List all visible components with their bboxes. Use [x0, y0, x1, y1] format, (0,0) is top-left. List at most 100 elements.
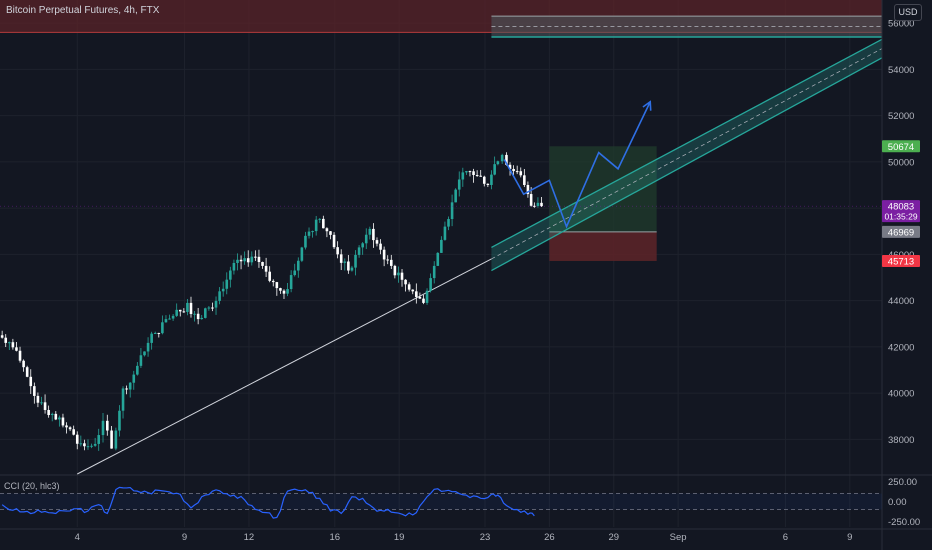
- price-tick-label: 54000: [888, 65, 914, 76]
- chart-title: Bitcoin Perpetual Futures, 4h, FTX: [6, 5, 160, 16]
- candle: [15, 347, 18, 351]
- candle: [93, 443, 97, 446]
- candle: [143, 351, 146, 356]
- candle: [500, 154, 504, 162]
- price-tick-label: 40000: [888, 389, 914, 400]
- price-tick-label: 50000: [888, 157, 914, 168]
- candle: [90, 445, 93, 447]
- candle: [397, 272, 400, 276]
- candle: [364, 234, 368, 244]
- candle: [296, 260, 300, 271]
- candle: [110, 430, 113, 449]
- time-tick-label: 9: [182, 532, 187, 543]
- candle: [196, 313, 200, 320]
- candle: [79, 443, 83, 445]
- time-tick-label: 6: [783, 532, 788, 543]
- candle: [436, 252, 440, 266]
- candle: [454, 189, 457, 203]
- candle: [29, 376, 33, 387]
- candle: [7, 342, 11, 344]
- cci-tick-label: 250.00: [888, 477, 917, 488]
- currency-button[interactable]: USD: [894, 4, 922, 21]
- candle: [65, 425, 68, 428]
- candle: [121, 388, 125, 411]
- price-tick-label: 44000: [888, 296, 914, 307]
- candle: [236, 259, 239, 263]
- price-label-value: 46969: [888, 227, 914, 238]
- candle: [118, 410, 121, 431]
- candle: [450, 202, 454, 220]
- candle: [425, 290, 429, 303]
- candle: [72, 429, 75, 435]
- candle: [440, 239, 443, 253]
- candle: [411, 289, 415, 292]
- candle: [382, 249, 386, 260]
- candle: [329, 231, 332, 235]
- candle: [343, 261, 347, 263]
- candle: [171, 315, 175, 319]
- candle: [325, 228, 329, 232]
- candle: [58, 417, 61, 420]
- candle: [339, 254, 343, 263]
- candle: [54, 413, 58, 420]
- cci-tick-label: 0.00: [888, 497, 907, 508]
- rising-channel-upper: [491, 38, 883, 248]
- candle: [526, 184, 530, 195]
- cci-indicator-title: CCI (20, hlc3): [4, 481, 60, 491]
- candle: [75, 434, 79, 444]
- candle: [422, 298, 425, 303]
- time-tick-label: 12: [244, 532, 255, 543]
- candle: [128, 382, 132, 390]
- candle: [293, 270, 297, 276]
- candle: [97, 435, 101, 444]
- time-tick-label: 4: [75, 532, 80, 543]
- candle: [357, 247, 361, 255]
- candle: [486, 183, 490, 185]
- candle: [536, 202, 540, 206]
- candle: [311, 231, 314, 233]
- time-tick-label: 19: [394, 532, 405, 543]
- price-label-value: 45713: [888, 256, 914, 267]
- candle: [332, 234, 336, 248]
- candle: [207, 307, 211, 309]
- price-tick-label: 42000: [888, 342, 914, 353]
- candle: [239, 259, 243, 262]
- candle: [43, 402, 47, 410]
- candle: [182, 311, 186, 313]
- candle: [512, 168, 515, 172]
- candle: [211, 307, 214, 309]
- candle: [254, 256, 257, 258]
- rising-channel-mid: [491, 48, 883, 260]
- candle: [18, 350, 22, 361]
- candle: [354, 254, 357, 268]
- candle: [164, 319, 168, 323]
- candle: [336, 247, 339, 255]
- candle: [432, 265, 436, 279]
- candle: [307, 231, 311, 236]
- candle: [132, 374, 136, 383]
- candle: [468, 171, 472, 173]
- candle: [161, 322, 164, 334]
- candle: [475, 175, 479, 177]
- candle: [4, 337, 8, 343]
- candle: [479, 175, 483, 177]
- candle: [457, 179, 461, 190]
- candle: [186, 302, 189, 312]
- candle: [496, 161, 500, 165]
- time-tick-label: 29: [608, 532, 619, 543]
- candle: [101, 420, 105, 436]
- price-label-tag: [882, 225, 920, 238]
- candle: [243, 258, 246, 262]
- candle: [168, 318, 171, 320]
- price-label-countdown: 01:35:29: [884, 212, 917, 222]
- candle: [175, 309, 178, 316]
- candle: [515, 171, 519, 173]
- candle: [461, 172, 465, 180]
- candle: [25, 367, 29, 377]
- price-label-value: 48083: [888, 202, 914, 213]
- candle: [232, 262, 236, 271]
- candle: [350, 267, 354, 271]
- rising-channel-fill: [491, 39, 882, 271]
